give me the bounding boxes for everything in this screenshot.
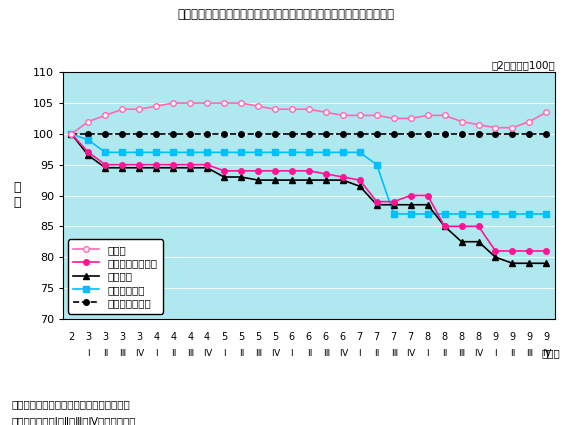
- Text: Ⅱ: Ⅱ: [307, 348, 311, 357]
- Text: Ⅰ: Ⅰ: [291, 348, 293, 357]
- Text: 5: 5: [272, 332, 278, 342]
- Text: 6: 6: [306, 332, 312, 342]
- Text: Ⅳ: Ⅳ: [474, 348, 483, 357]
- Text: （2年平均＝100）: （2年平均＝100）: [491, 60, 555, 70]
- Text: 4: 4: [187, 332, 193, 342]
- Text: 第２－４－６図　企業向けサービス価格指数の推移（国際電気通信）: 第２－４－６図 企業向けサービス価格指数の推移（国際電気通信）: [177, 8, 395, 22]
- Text: 5: 5: [238, 332, 244, 342]
- Text: 8: 8: [424, 332, 431, 342]
- Text: Ⅲ: Ⅲ: [459, 348, 464, 357]
- Text: Ⅰ: Ⅰ: [426, 348, 429, 357]
- Text: Ⅳ: Ⅳ: [271, 348, 279, 357]
- Legend: 総平均, 国際電気通信全体, 国際電話, 国際専用回線, 国際テレックス: 総平均, 国際電気通信全体, 国際電話, 国際専用回線, 国際テレックス: [68, 239, 163, 314]
- Text: Ⅳ: Ⅳ: [203, 348, 211, 357]
- Text: 2: 2: [68, 332, 74, 342]
- Text: Ⅲ: Ⅲ: [255, 348, 261, 357]
- Text: 8: 8: [442, 332, 448, 342]
- Text: 4: 4: [153, 332, 159, 342]
- Text: Ⅲ: Ⅲ: [323, 348, 329, 357]
- Text: Ⅰ: Ⅰ: [359, 348, 361, 357]
- Text: 7: 7: [391, 332, 397, 342]
- Text: 3: 3: [119, 332, 125, 342]
- Text: Ⅲ: Ⅲ: [187, 348, 193, 357]
- Text: 6: 6: [323, 332, 329, 342]
- Text: 5: 5: [221, 332, 227, 342]
- Text: 指
数: 指 数: [13, 181, 21, 210]
- Text: （年）: （年）: [542, 348, 561, 359]
- Text: Ⅱ: Ⅱ: [442, 348, 447, 357]
- Text: Ⅱ: Ⅱ: [239, 348, 243, 357]
- Text: Ⅰ: Ⅰ: [223, 348, 225, 357]
- Text: 3: 3: [102, 332, 108, 342]
- Text: （注）　図中、Ⅰ、Ⅱ、Ⅲ、Ⅳは暦年四半期: （注） 図中、Ⅰ、Ⅱ、Ⅲ、Ⅳは暦年四半期: [11, 416, 136, 425]
- Text: 4: 4: [170, 332, 176, 342]
- Text: 8: 8: [459, 332, 464, 342]
- Text: 「物価指数月報」（日本銀行）により作成: 「物価指数月報」（日本銀行）により作成: [11, 400, 130, 410]
- Text: 4: 4: [204, 332, 210, 342]
- Text: Ⅲ: Ⅲ: [526, 348, 533, 357]
- Text: Ⅱ: Ⅱ: [171, 348, 176, 357]
- Text: Ⅳ: Ⅳ: [339, 348, 347, 357]
- Text: 6: 6: [340, 332, 346, 342]
- Text: Ⅲ: Ⅲ: [119, 348, 125, 357]
- Text: 3: 3: [136, 332, 142, 342]
- Text: Ⅱ: Ⅱ: [375, 348, 379, 357]
- Text: Ⅱ: Ⅱ: [103, 348, 108, 357]
- Text: Ⅲ: Ⅲ: [391, 348, 397, 357]
- Text: 5: 5: [255, 332, 261, 342]
- Text: 7: 7: [407, 332, 414, 342]
- Text: 9: 9: [510, 332, 515, 342]
- Text: Ⅰ: Ⅰ: [494, 348, 497, 357]
- Text: Ⅳ: Ⅳ: [407, 348, 415, 357]
- Text: Ⅰ: Ⅰ: [155, 348, 157, 357]
- Text: 9: 9: [543, 332, 550, 342]
- Text: 3: 3: [85, 332, 92, 342]
- Text: 6: 6: [289, 332, 295, 342]
- Text: Ⅳ: Ⅳ: [542, 348, 550, 357]
- Text: 7: 7: [374, 332, 380, 342]
- Text: 8: 8: [475, 332, 482, 342]
- Text: 7: 7: [357, 332, 363, 342]
- Text: 9: 9: [526, 332, 533, 342]
- Text: Ⅰ: Ⅰ: [87, 348, 90, 357]
- Text: Ⅳ: Ⅳ: [135, 348, 144, 357]
- Text: 9: 9: [492, 332, 499, 342]
- Text: Ⅱ: Ⅱ: [510, 348, 515, 357]
